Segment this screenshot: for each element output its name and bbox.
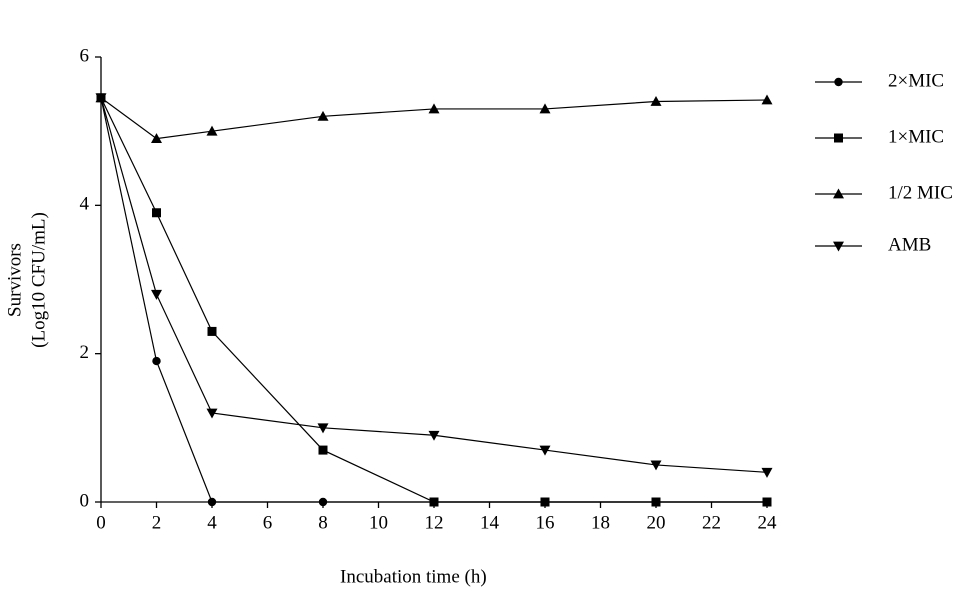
- y-tick-label: 4: [80, 194, 90, 215]
- legend-label: 1/2 MIC: [888, 182, 953, 203]
- marker: [151, 133, 162, 143]
- x-tick-label: 2: [152, 512, 162, 533]
- x-tick-label: 24: [758, 512, 778, 533]
- x-tick-label: 4: [207, 512, 217, 533]
- x-tick-label: 6: [263, 512, 273, 533]
- series-line: [100, 97, 767, 503]
- x-tick-label: 18: [591, 512, 610, 533]
- marker: [539, 445, 551, 456]
- legend-marker: [833, 241, 844, 252]
- x-tick-label: 8: [318, 512, 328, 533]
- marker: [206, 125, 218, 136]
- marker: [650, 96, 662, 106]
- marker: [761, 94, 773, 105]
- marker: [318, 445, 328, 455]
- marker: [651, 497, 661, 507]
- marker: [428, 430, 440, 441]
- marker: [317, 110, 329, 121]
- marker: [762, 497, 772, 507]
- marker: [539, 103, 551, 114]
- series-line: [100, 97, 768, 140]
- x-tick-label: 20: [647, 512, 666, 533]
- marker: [152, 208, 161, 218]
- marker: [207, 326, 217, 336]
- marker: [152, 356, 161, 366]
- marker: [318, 497, 328, 507]
- series-line: [100, 97, 767, 503]
- x-tick-label: 14: [480, 512, 500, 533]
- marker: [317, 423, 329, 434]
- marker: [540, 497, 550, 507]
- series-line: [100, 97, 768, 473]
- x-tick-label: 12: [425, 512, 444, 533]
- y-tick-label: 0: [80, 490, 90, 511]
- y-axis-label-line: Survivors: [4, 243, 25, 317]
- legend-label: 2×MIC: [888, 70, 944, 91]
- legend-marker: [833, 188, 844, 199]
- marker: [95, 93, 107, 104]
- x-tick-label: 16: [536, 512, 555, 533]
- x-tick-label: 22: [702, 512, 721, 533]
- marker: [428, 103, 440, 114]
- y-axis-label: Survivors (Log10 CFU/mL): [4, 212, 49, 348]
- legend-label: 1×MIC: [888, 126, 944, 147]
- marker: [650, 460, 662, 471]
- marker: [429, 497, 439, 507]
- legend-label: AMB: [888, 234, 931, 255]
- marker: [151, 289, 162, 300]
- marker: [207, 497, 217, 507]
- y-tick-label: 2: [80, 342, 90, 363]
- y-tick-label: 6: [80, 45, 90, 66]
- x-tick-label: 10: [369, 512, 388, 533]
- legend-marker: [834, 77, 843, 87]
- x-tick-label: 0: [96, 512, 106, 533]
- legend-marker: [834, 133, 843, 143]
- y-axis-label-line: (Log10 CFU/mL): [28, 212, 49, 348]
- x-axis-label: Incubation time (h): [340, 566, 487, 587]
- marker: [761, 467, 773, 478]
- marker: [206, 408, 218, 419]
